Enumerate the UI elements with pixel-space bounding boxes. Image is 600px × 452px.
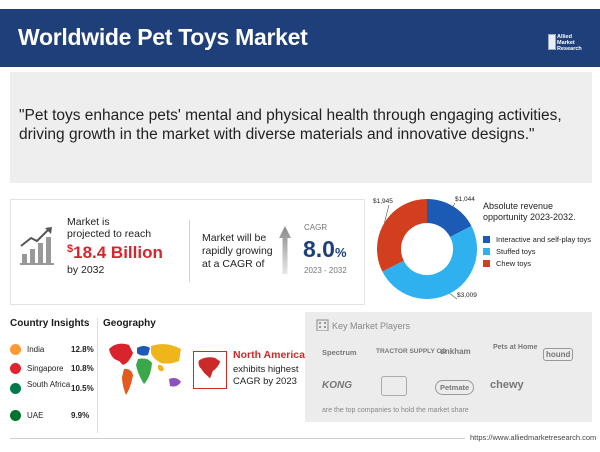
header-banner: Worldwide Pet Toys Market Allied Market …: [0, 9, 600, 67]
flag-icon: [10, 410, 21, 421]
projection-label: Market is projected to reach: [67, 216, 152, 240]
country-name: India: [27, 345, 45, 354]
chart-legend: Interactive and self-play toys Stuffed to…: [483, 233, 591, 269]
projection-value: $18.4 Billion: [67, 243, 163, 262]
flag-icon: [10, 363, 21, 374]
world-map-icon: [109, 343, 181, 395]
chart-title: Absolute revenue opportunity 2023-2032.: [483, 201, 576, 222]
key-players-title: Key Market Players: [332, 321, 411, 331]
data-label: $1,044: [455, 196, 475, 203]
building-icon: [316, 319, 329, 331]
legend-swatch: [483, 235, 490, 243]
north-america-map-icon: [193, 351, 227, 389]
donut-slice: [377, 199, 428, 272]
cagr-label: CAGR: [304, 223, 328, 232]
legend-label: Chew toys: [496, 258, 532, 268]
divider: [189, 220, 190, 282]
company-logo: Allied Market Research: [548, 34, 588, 56]
player-logo: KONG: [322, 380, 352, 391]
label-leader-line: [452, 202, 456, 207]
country-name: South Africa: [27, 380, 71, 389]
cagr-range: 2023 - 2032: [304, 266, 347, 275]
country-cagr: 9.9%: [71, 411, 90, 420]
flag-icon: [10, 383, 21, 394]
quote-panel: "Pet toys enhance pets' mental and physi…: [10, 72, 592, 183]
donut-slice: [426, 199, 472, 238]
country-cagr: 12.8%: [71, 345, 94, 354]
bar-chart-arrow-icon: [20, 227, 54, 265]
region-text: exhibits highest CAGR by 2023: [233, 364, 299, 387]
data-label: $3,009: [457, 292, 477, 299]
player-logo: Spectrum: [322, 348, 357, 357]
donut-chart: $1,044 $3,009 $1,945: [373, 196, 477, 300]
country-row: South Africa 10.5%: [10, 380, 96, 400]
geography-title: Geography: [103, 318, 156, 329]
legend-swatch: [483, 259, 490, 267]
player-logo: hound: [543, 348, 574, 361]
legend-entry: Chew toys: [483, 257, 591, 269]
region-name: North America: [233, 349, 305, 361]
player-logo: TRACTOR SUPPLY CO: [376, 348, 447, 355]
player-logo: Pets at Home: [493, 344, 538, 351]
footer-rule: [10, 438, 465, 439]
country-row: India 12.8%: [10, 341, 96, 361]
player-logo: [381, 376, 407, 396]
cagr-value: 8.0%: [303, 236, 347, 262]
label-leader-line: [449, 293, 458, 300]
key-players-footnote: are the top companies to hold the market…: [322, 407, 469, 414]
legend-swatch: [483, 247, 490, 255]
legend-entry: Stuffed toys: [483, 245, 591, 257]
country-row: Singapore 10.8%: [10, 360, 96, 380]
projection-year: by 2032: [67, 264, 105, 276]
label-leader-line: [384, 204, 390, 223]
country-row: UAE 9.9%: [10, 407, 96, 427]
country-name: Singapore: [27, 364, 64, 373]
divider: [97, 318, 98, 433]
growth-label: Market will be rapidly growing at a CAGR…: [202, 232, 273, 270]
player-logo: unkham: [440, 347, 471, 356]
key-players-panel: Key Market Players Spectrum TRACTOR SUPP…: [305, 312, 592, 422]
data-label: $1,945: [373, 198, 393, 205]
quote-text: "Pet toys enhance pets' mental and physi…: [19, 107, 562, 143]
footer-url[interactable]: https://www.alliedmarketresearch.com: [470, 433, 597, 442]
up-arrow-icon: [279, 226, 291, 274]
logo-icon: [548, 34, 556, 50]
country-name: UAE: [27, 411, 44, 420]
page-title: Worldwide Pet Toys Market: [18, 24, 308, 50]
country-insights-title: Country Insights: [10, 318, 90, 329]
player-logo: Petmate: [435, 380, 475, 395]
donut-slice: [382, 226, 477, 299]
legend-entry: Interactive and self-play toys: [483, 233, 591, 245]
flag-icon: [10, 344, 21, 355]
country-cagr: 10.8%: [71, 364, 94, 373]
legend-label: Interactive and self-play toys: [496, 234, 592, 244]
legend-label: Stuffed toys: [496, 246, 536, 256]
stats-panel: Market is projected to reach $18.4 Billi…: [10, 199, 365, 305]
country-cagr: 10.5%: [71, 384, 94, 393]
player-logo: chewy: [490, 379, 524, 391]
